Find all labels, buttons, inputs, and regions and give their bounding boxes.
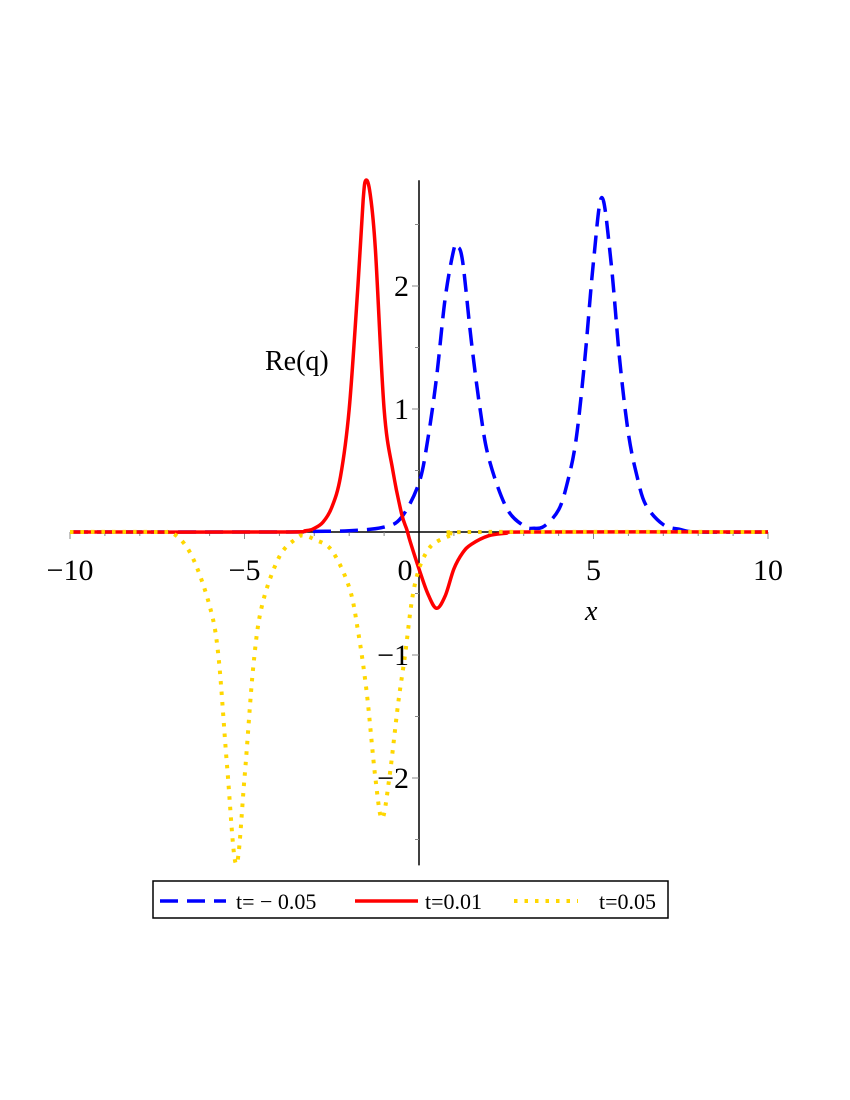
x-tick-label: 10 (753, 554, 783, 587)
x-tick-label: −10 (47, 554, 94, 587)
series-line-1 (69, 178, 769, 610)
y-axis-label: Re(q) (265, 346, 329, 377)
x-axis-label: x (584, 596, 598, 627)
y-tick-label: 1 (394, 393, 409, 426)
y-tick-label: 2 (394, 270, 409, 303)
x-tick-label: 0 (398, 554, 413, 587)
y-tick-label: −1 (377, 639, 409, 672)
legend: t= − 0.05 t=0.01 t=0.05 (152, 880, 669, 919)
tick-labels: −10 −5 0 5 10 −2 −1 1 2 (47, 270, 783, 795)
y-tick-label: −2 (377, 762, 409, 795)
legend-label-1: t=0.01 (425, 889, 482, 914)
series-group (69, 178, 769, 867)
series-line-0 (69, 195, 769, 534)
x-tick-label: 5 (586, 554, 601, 587)
x-tick-label: −5 (229, 554, 261, 587)
legend-label-2: t=0.05 (599, 889, 656, 914)
legend-label-0: t= − 0.05 (236, 889, 316, 914)
